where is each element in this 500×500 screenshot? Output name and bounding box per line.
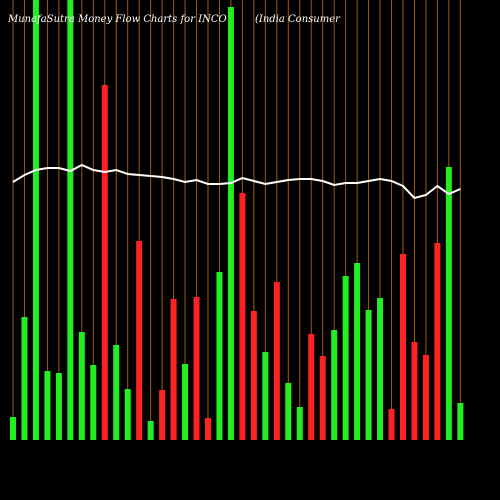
bar (124, 389, 131, 440)
bar (159, 390, 166, 440)
bar (216, 272, 223, 440)
bar (239, 193, 246, 440)
bar (67, 0, 74, 440)
bar (399, 254, 406, 440)
bar (388, 409, 395, 440)
bar (227, 7, 234, 440)
bar (434, 243, 441, 440)
bar (32, 0, 39, 440)
bar (193, 297, 200, 440)
bar (411, 342, 418, 440)
bar (262, 352, 269, 440)
bar (55, 373, 62, 440)
bar (377, 298, 384, 440)
bar (78, 332, 85, 440)
bar (331, 330, 338, 440)
bar (308, 334, 315, 440)
bar (170, 299, 177, 440)
bar (113, 345, 120, 440)
bar (319, 356, 326, 440)
bar (273, 282, 280, 440)
bar (44, 371, 51, 440)
bar (101, 85, 108, 440)
bar (365, 310, 372, 440)
bar (457, 403, 464, 440)
bar (136, 241, 143, 440)
trend-line (12, 163, 461, 200)
bar (285, 383, 292, 440)
bar (422, 355, 429, 440)
bar (342, 276, 349, 440)
bar (296, 407, 303, 440)
bar (182, 364, 189, 440)
bar (354, 263, 361, 440)
bar (90, 365, 97, 440)
bar (21, 317, 28, 440)
plot-area (10, 0, 464, 440)
chart-title: MunafaSutra Money Flow Charts for INCO (7, 14, 227, 25)
bar (445, 167, 452, 440)
bar (10, 417, 16, 440)
bar (250, 311, 257, 440)
bar (204, 418, 211, 440)
bar (147, 421, 154, 440)
chart-subtitle: (India Consumer (255, 14, 341, 25)
